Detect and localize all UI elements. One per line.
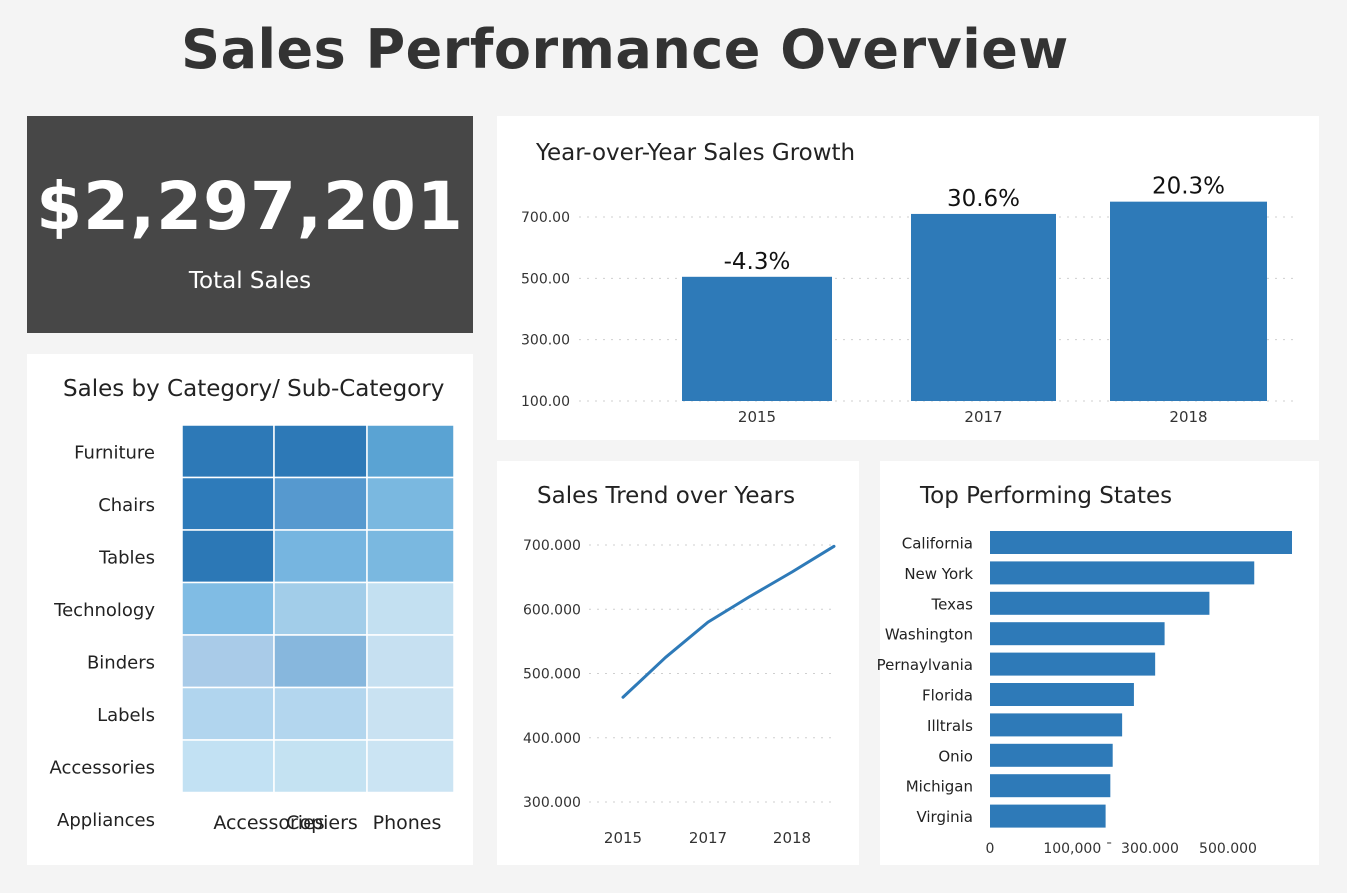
trend-series-line: [621, 544, 836, 699]
total-sales-value: $2,297,201: [36, 168, 464, 245]
trend-x-tick-label: 2017: [689, 829, 727, 847]
heatmap-cell: [366, 529, 455, 584]
heatmap-cell: [181, 529, 275, 584]
total-sales-card: $2,297,201 Total Sales: [27, 116, 473, 333]
yoy-bar: [682, 276, 832, 401]
heatmap-cell: [366, 424, 455, 479]
yoy-x-tick-label: 2015: [738, 408, 776, 426]
heatmap-cell: [273, 424, 368, 479]
state-label: Washington: [885, 626, 973, 644]
trend-x-tick-label: 2015: [604, 829, 642, 847]
state-bar: [990, 652, 1156, 676]
state-label: Virginia: [916, 808, 973, 826]
heatmap-cell: [273, 581, 368, 636]
trend-line-chart: 300.000 400.000 500.000 600.000 700.000 2015 2…: [523, 538, 836, 847]
state-bar: [990, 804, 1106, 828]
states-x-tick-label: 500.000: [1199, 841, 1257, 857]
yoy-data-label: -4.3%: [724, 249, 791, 275]
heatmap-row-label: Chairs: [98, 495, 155, 516]
heatmap-row-label: Labels: [97, 705, 155, 726]
trend-y-tick-label: 400.000: [523, 731, 581, 747]
state-bar: [990, 683, 1134, 706]
state-bar: [990, 743, 1113, 767]
heatmap-row-label: Binders: [87, 652, 155, 673]
states-x-tick-label: 0: [986, 841, 995, 857]
heatmap-column-label: Phones: [373, 812, 442, 834]
yoy-data-label: 30.6%: [947, 186, 1020, 212]
heatmap-cell: [366, 476, 455, 531]
states-bar-chart: California New York Texas Washington Pernayl…: [877, 531, 1292, 857]
heatmap-cell: [366, 581, 455, 636]
trend-y-tick-label: 600.000: [523, 602, 581, 618]
trend-y-tick-label: 700.000: [523, 538, 581, 554]
heatmap-cell: [366, 739, 455, 794]
yoy-y-tick-label: 100.00: [521, 394, 570, 410]
state-bar: [990, 774, 1111, 798]
yoy-growth-panel: Year-over-Year Sales Growth 100.00 300.00…: [497, 116, 1319, 440]
state-label: New York: [904, 565, 973, 583]
trend-y-tick-label: 300.000: [523, 795, 581, 811]
state-bar: [990, 713, 1123, 737]
trend-x-tick-label: 2018: [773, 829, 811, 847]
yoy-data-label: 20.3%: [1152, 174, 1225, 200]
heatmap-chart: Furniture Chairs Tables Technology Binders La…: [50, 424, 455, 834]
heatmap-cell: [366, 686, 455, 741]
top-states-panel: Top Performing States California New York…: [877, 461, 1319, 865]
yoy-bar: [911, 213, 1056, 401]
state-bar: [990, 561, 1255, 585]
state-label: Michigan: [906, 778, 973, 796]
total-sales-label: Total Sales: [188, 268, 312, 294]
yoy-x-tick-label: 2018: [1169, 408, 1207, 426]
heatmap-cell: [181, 739, 275, 794]
sales-trend-panel: Sales Trend over Years 300.000 400.000 500…: [497, 461, 859, 865]
heatmap-cell: [366, 634, 455, 689]
state-label: Pernaylvania: [877, 656, 973, 674]
state-label: Texas: [931, 595, 974, 613]
heatmap-cell: [273, 634, 368, 689]
trend-y-tick-label: 500.000: [523, 667, 581, 683]
state-bar: [990, 622, 1165, 646]
heatmap-column-label: Accessories: [213, 812, 324, 834]
heatmap-cell: [273, 529, 368, 584]
heatmap-cell: [181, 476, 275, 531]
heatmap-cell: [181, 424, 275, 479]
states-x-tick-label: 300.000: [1121, 841, 1179, 857]
states-title: Top Performing States: [920, 483, 1173, 509]
heatmap-cell: [273, 686, 368, 741]
state-bar: [990, 531, 1292, 554]
yoy-bar: [1110, 201, 1267, 401]
heatmap-row-label: Technology: [53, 600, 155, 621]
heatmap-row-label: Furniture: [74, 442, 155, 463]
yoy-y-tick-label: 500.00: [521, 271, 570, 287]
heatmap-row-label: Tables: [98, 547, 155, 568]
trend-title: Sales Trend over Years: [537, 483, 796, 509]
state-label: Onio: [938, 747, 973, 765]
heatmap-cell: [273, 739, 368, 794]
state-label: California: [902, 535, 973, 553]
yoy-x-tick-label: 2017: [964, 408, 1002, 426]
heatmap-cell: [181, 686, 275, 741]
heatmap-row-label: Accessories: [50, 757, 156, 778]
yoy-y-tick-label: 300.00: [521, 333, 570, 349]
state-label: Florida: [922, 687, 973, 705]
heatmap-column-label: Copiers: [286, 812, 358, 834]
page-title: Sales Performance Overview: [181, 18, 1069, 81]
heatmap-row-label: Appliances: [57, 810, 155, 831]
heatmap-cell: [181, 634, 275, 689]
state-label: Illtrals: [927, 717, 973, 735]
states-x-tick-label: 100,000 ˉ: [1043, 841, 1112, 857]
heatmap-cell: [181, 581, 275, 636]
category-heatmap-panel: Sales by Category/ Sub-Category Furnitur…: [27, 354, 473, 865]
heatmap-cell: [273, 476, 368, 531]
yoy-bar-chart: 100.00 300.00 500.00 700.00 -4.3% 2015 30.6% 20…: [521, 174, 1297, 426]
heatmap-title: Sales by Category/ Sub-Category: [63, 376, 445, 402]
yoy-title: Year-over-Year Sales Growth: [536, 140, 856, 166]
state-bar: [990, 591, 1210, 615]
yoy-y-tick-label: 700.00: [521, 210, 570, 226]
